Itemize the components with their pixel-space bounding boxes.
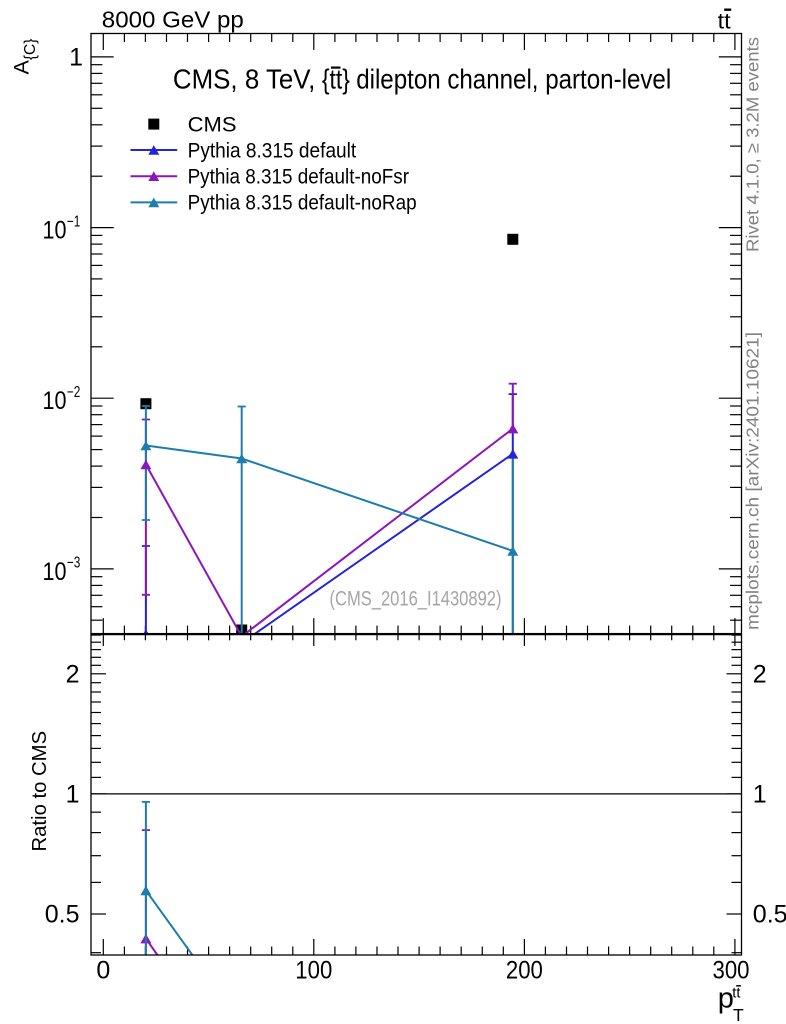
svg-text:1: 1 bbox=[753, 781, 767, 809]
svg-text:Pythia 8.315 default-noRap: Pythia 8.315 default-noRap bbox=[188, 191, 417, 215]
svg-text:100: 100 bbox=[295, 956, 332, 984]
svg-text:tt: tt bbox=[732, 986, 740, 1002]
svg-text:0.5: 0.5 bbox=[753, 901, 786, 929]
svg-text:tt: tt bbox=[718, 8, 732, 33]
svg-text:T: T bbox=[733, 1005, 744, 1024]
svg-text:1: 1 bbox=[66, 781, 80, 809]
svg-text:CMS, 8 TeV,: CMS, 8 TeV, bbox=[173, 64, 316, 95]
svg-text:300: 300 bbox=[713, 956, 750, 984]
svg-text:mcplots.cern.ch [arXiv:2401.10: mcplots.cern.ch [arXiv:2401.10621] bbox=[743, 332, 763, 630]
svg-text:Pythia 8.315 default: Pythia 8.315 default bbox=[188, 138, 357, 162]
svg-text:CMS: CMS bbox=[188, 112, 237, 136]
svg-text:Ratio to CMS: Ratio to CMS bbox=[29, 731, 51, 852]
svg-text:10: 10 bbox=[43, 387, 67, 415]
svg-text:{tt}: {tt} bbox=[322, 64, 350, 95]
svg-text:p: p bbox=[718, 982, 734, 1014]
svg-text:−2: −2 bbox=[67, 384, 81, 401]
svg-text:−1: −1 bbox=[67, 213, 81, 230]
svg-text:10: 10 bbox=[43, 217, 67, 245]
svg-text:8000 GeV pp: 8000 GeV pp bbox=[102, 6, 244, 32]
svg-text:10: 10 bbox=[43, 558, 67, 586]
svg-text:0.5: 0.5 bbox=[45, 901, 80, 929]
svg-text:0: 0 bbox=[96, 956, 110, 984]
svg-text:2: 2 bbox=[753, 660, 767, 688]
svg-text:2: 2 bbox=[66, 660, 80, 688]
svg-text:−3: −3 bbox=[67, 555, 81, 572]
svg-text:1: 1 bbox=[69, 44, 83, 72]
svg-text:200: 200 bbox=[506, 956, 543, 984]
svg-text:Rivet 4.1.0, ≥ 3.2M events: Rivet 4.1.0, ≥ 3.2M events bbox=[743, 37, 763, 252]
svg-text:dilepton channel, parton-level: dilepton channel, parton-level bbox=[356, 64, 671, 95]
svg-text:(CMS_2016_I1430892): (CMS_2016_I1430892) bbox=[330, 587, 502, 611]
svg-text:Pythia 8.315 default-noFsr: Pythia 8.315 default-noFsr bbox=[188, 165, 409, 189]
